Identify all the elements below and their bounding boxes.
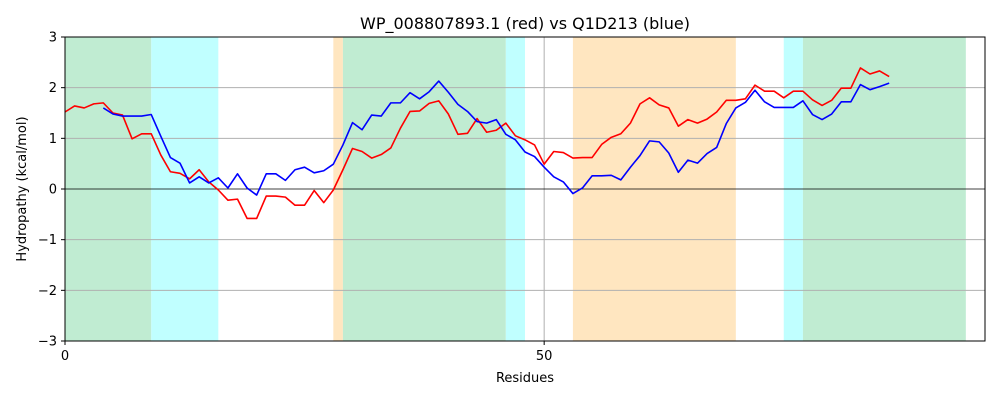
axis-ticks: −3 −2 −1 0 1 2 3 0 50 <box>38 31 553 365</box>
y-tick-label: −2 <box>38 284 57 299</box>
series-lines <box>64 67 890 220</box>
x-tick-label: 0 <box>61 349 69 364</box>
x-tick-label: 50 <box>536 349 553 364</box>
x-axis-label: Residues <box>496 371 554 386</box>
y-tick-label: −3 <box>38 335 57 350</box>
y-tick-label: 3 <box>49 31 57 46</box>
chart-title: WP_008807893.1 (red) vs Q1D213 (blue) <box>360 14 690 34</box>
series-line-red <box>64 67 890 220</box>
y-tick-label: −1 <box>38 233 57 248</box>
y-tick-label: 0 <box>49 183 57 198</box>
y-tick-label: 2 <box>49 81 57 96</box>
series-line-blue <box>102 80 890 196</box>
y-tick-label: 1 <box>49 132 57 147</box>
y-axis-label: Hydropathy (kcal/mol) <box>15 116 30 261</box>
